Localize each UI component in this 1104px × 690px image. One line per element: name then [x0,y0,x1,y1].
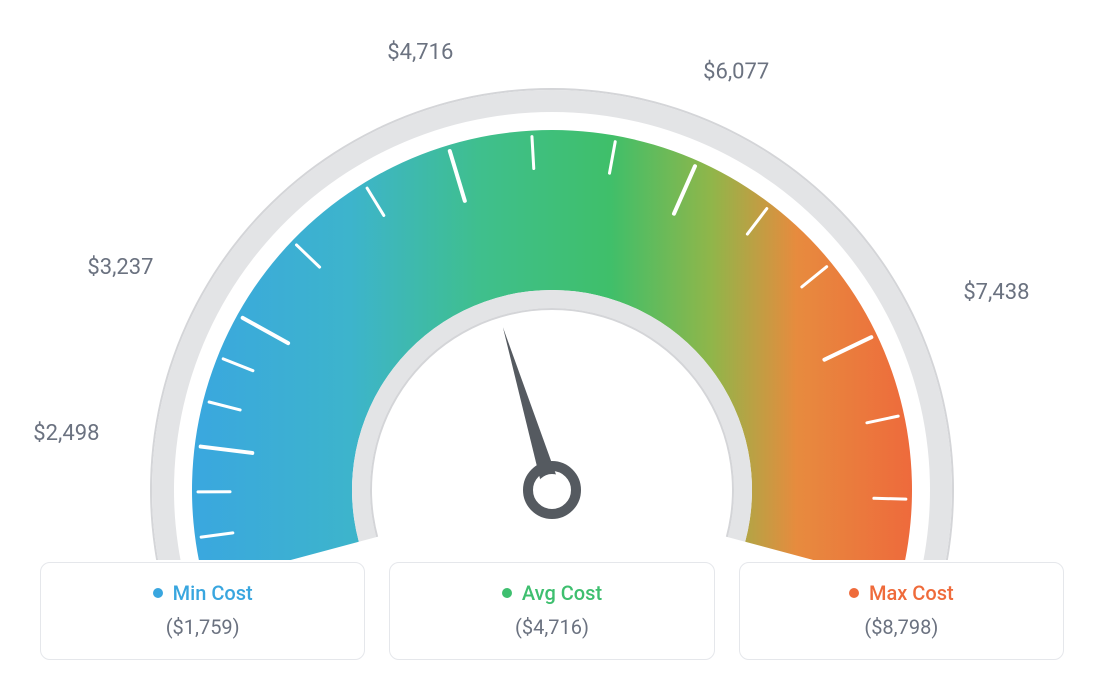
legend-row: Min Cost ($1,759) Avg Cost ($4,716) Max … [40,562,1064,660]
legend-title-avg: Avg Cost [502,581,602,605]
legend-value-avg: ($4,716) [410,615,693,639]
gauge-tick-label: $6,077 [703,60,769,85]
gauge-minor-tick [532,137,534,169]
gauge-tick-label: $3,237 [87,255,153,280]
gauge-tick-label: $4,716 [387,40,453,65]
gauge-svg: $1,759$2,498$3,237$4,716$6,077$7,438$8,7… [0,0,1104,560]
gauge-tick-label: $2,498 [33,421,99,446]
gauge-minor-tick [874,498,906,499]
legend-label-min: Min Cost [173,581,253,605]
legend-card-avg: Avg Cost ($4,716) [389,562,714,660]
legend-label-max: Max Cost [869,581,954,605]
legend-dot-min [153,588,163,598]
legend-card-min: Min Cost ($1,759) [40,562,365,660]
legend-label-avg: Avg Cost [522,581,602,605]
legend-value-min: ($1,759) [61,615,344,639]
legend-title-min: Min Cost [153,581,253,605]
gauge-container: $1,759$2,498$3,237$4,716$6,077$7,438$8,7… [0,0,1104,560]
legend-title-max: Max Cost [849,581,954,605]
legend-dot-avg [502,588,512,598]
gauge-needle-hub [536,474,568,506]
gauge-tick-label: $7,438 [963,280,1029,305]
legend-card-max: Max Cost ($8,798) [739,562,1064,660]
legend-value-max: ($8,798) [760,615,1043,639]
legend-dot-max [849,588,859,598]
